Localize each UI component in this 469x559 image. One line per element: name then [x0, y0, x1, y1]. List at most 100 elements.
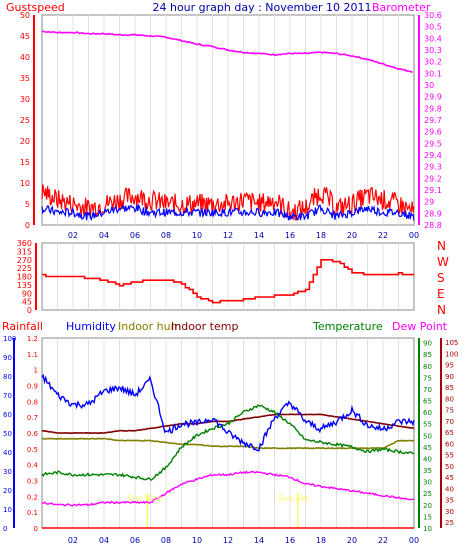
compass-s: S — [437, 271, 445, 285]
wind-left-tick: 10 — [20, 179, 30, 188]
legend-rainfall: Rainfall — [2, 320, 43, 333]
fahrenheit-tick: 35 — [445, 497, 454, 505]
temperature-tick: 50 — [423, 432, 432, 440]
wind-plot: 0 5 10 15 20 25 30 35 40 45 50 28.8 28.9 29 29.1 29.2 29… — [20, 11, 442, 240]
temperature-tick: 35 — [423, 467, 432, 475]
temperature-tick: 55 — [423, 421, 432, 429]
wind-left-tick: 0 — [25, 221, 30, 230]
fahrenheit-tick: 55 — [445, 452, 454, 460]
compass-n-bottom: N — [437, 303, 446, 317]
humidity-tick: 100 — [3, 335, 16, 343]
wind-x-tick: 02 — [68, 231, 78, 240]
wind-x-tick: 12 — [223, 231, 233, 240]
legend-indoor-temp: Indoor temp — [171, 320, 238, 333]
legend-humidity: Humidity — [66, 320, 116, 333]
rainfall-tick: 1.1 — [27, 351, 38, 359]
temperature-tick: 90 — [423, 340, 432, 348]
climate-x-tick: 04 — [99, 536, 109, 545]
wind-right-tick: 29.2 — [424, 174, 442, 183]
fahrenheit-tick: 100 — [445, 350, 458, 358]
fahrenheit-tick: 40 — [445, 485, 454, 493]
fahrenheit-tick: 105 — [445, 339, 458, 347]
wind-right-tick: 29.4 — [424, 151, 442, 160]
legend-dew-point: Dew Point — [392, 320, 448, 333]
rainfall-tick: 0 — [34, 525, 38, 533]
temperature-tick: 20 — [423, 502, 432, 510]
climate-x-tick: 00 — [409, 536, 419, 545]
sunrise-label: Sun Rise — [127, 494, 162, 503]
wind-right-tick: 29.3 — [424, 163, 442, 172]
fahrenheit-tick: 30 — [445, 508, 454, 516]
wind-left-tick: 30 — [20, 95, 30, 104]
temperature-tick: 75 — [423, 374, 432, 382]
dew-point-line — [41, 470, 415, 507]
climate-x-tick: 06 — [130, 536, 140, 545]
fahrenheit-tick: 50 — [445, 463, 454, 471]
wind-left-tick: 35 — [20, 74, 30, 83]
climate-x-tick: 18 — [316, 536, 326, 545]
fahrenheit-tick: 45 — [445, 474, 454, 482]
humidity-tick: 40 — [3, 449, 12, 457]
rainfall-tick: 1 — [34, 367, 38, 375]
temperature-tick: 10 — [423, 525, 432, 533]
rainfall-tick: 0.4 — [27, 462, 39, 470]
humidity-tick: 30 — [3, 468, 12, 476]
climate-x-tick: 08 — [161, 536, 171, 545]
wind-left-tick: 50 — [20, 11, 30, 20]
wind-x-tick: 14 — [254, 231, 264, 240]
climate-x-tick: 12 — [223, 536, 233, 545]
humidity-tick: 50 — [3, 430, 12, 438]
fahrenheit-tick: 95 — [445, 362, 454, 370]
rainfall-tick: 0.9 — [27, 383, 38, 391]
wind-x-tick: 04 — [99, 231, 109, 240]
fahrenheit-tick: 75 — [445, 407, 454, 415]
temperature-tick: 80 — [423, 363, 432, 371]
direction-tick: 180 — [17, 273, 32, 282]
wind-right-tick: 30.5 — [424, 23, 442, 32]
fahrenheit-tick: 80 — [445, 395, 454, 403]
wind-right-tick: 29.1 — [424, 186, 442, 195]
rainfall-tick: 0.6 — [27, 430, 39, 438]
temperature-tick: 40 — [423, 455, 432, 463]
wind-right-tick: 29.5 — [424, 139, 442, 148]
climate-x-tick: 14 — [254, 536, 264, 545]
wind-left-tick: 20 — [20, 137, 30, 146]
chart-title: 24 hour graph day : November 10 2011 — [152, 1, 371, 14]
rainfall-tick: 0.7 — [27, 414, 38, 422]
temperature-tick: 25 — [423, 490, 432, 498]
climate-plot: 010203040506070809010000.10.20.30.40.50.… — [3, 335, 458, 545]
temperature-tick: 30 — [423, 479, 432, 487]
average-wind-line — [41, 203, 415, 222]
legend-temperature: Temperature — [312, 320, 383, 333]
wind-left-tick: 40 — [20, 53, 30, 62]
climate-x-tick: 10 — [192, 536, 202, 545]
wind-left-tick: 45 — [20, 32, 30, 41]
temperature-tick: 70 — [423, 386, 432, 394]
rainfall-tick: 0.5 — [27, 446, 38, 454]
fahrenheit-tick: 60 — [445, 440, 454, 448]
wind-right-tick: 29.7 — [424, 116, 442, 125]
humidity-tick: 80 — [3, 373, 12, 381]
fahrenheit-tick: 70 — [445, 418, 454, 426]
wind-left-tick: 5 — [25, 200, 30, 209]
barometer-line — [41, 30, 413, 74]
wind-right-tick: 30 — [424, 81, 434, 90]
humidity-tick: 70 — [3, 392, 12, 400]
wind-x-tick: 08 — [161, 231, 171, 240]
fahrenheit-tick: 90 — [445, 373, 454, 381]
temperature-tick: 45 — [423, 444, 432, 452]
temperature-tick: 85 — [423, 351, 432, 359]
wind-right-tick: 30.4 — [424, 34, 442, 43]
rainfall-tick: 0.1 — [27, 509, 38, 517]
indoor-temp-line — [41, 413, 415, 435]
wind-left-tick: 25 — [20, 116, 30, 125]
wind-x-tick: 16 — [285, 231, 295, 240]
humidity-tick: 20 — [3, 487, 12, 495]
humidity-tick: 60 — [3, 411, 12, 419]
sunset-label: Sun Set — [278, 494, 309, 503]
rainfall-tick: 1.2 — [27, 335, 38, 343]
rainfall-tick: 0.8 — [27, 398, 38, 406]
direction-tick: 315 — [17, 247, 32, 256]
